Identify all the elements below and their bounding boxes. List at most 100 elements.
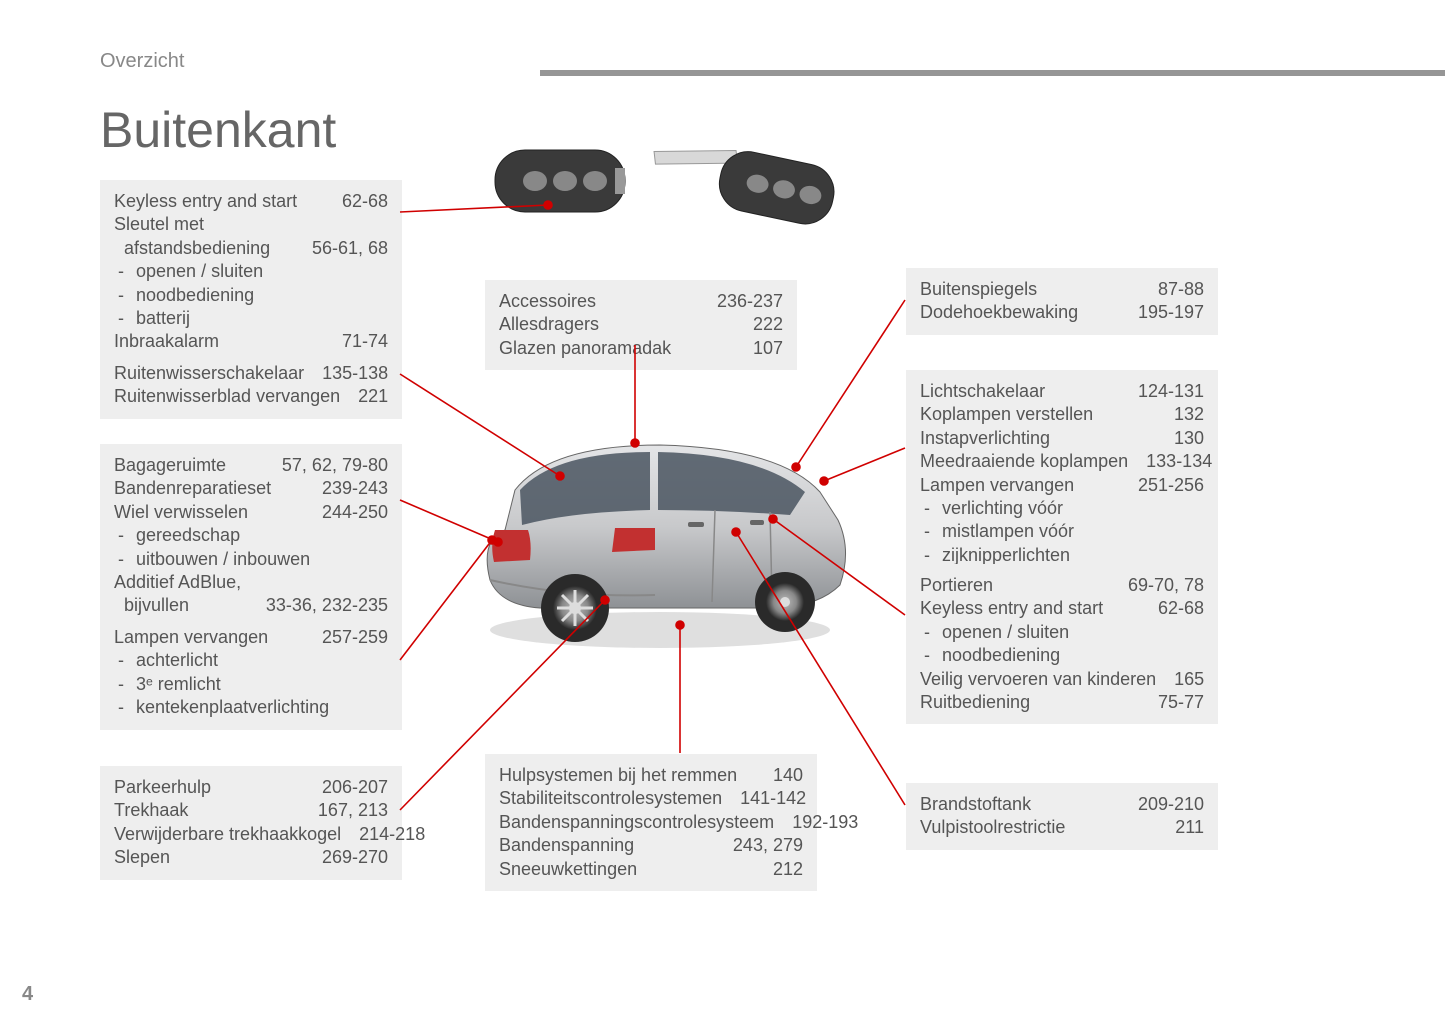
index-row: Ruitenwisserblad vervangen221: [114, 385, 388, 408]
index-label: Ruitenwisserblad vervangen: [114, 385, 340, 408]
index-row: Portieren69-70, 78: [920, 574, 1204, 597]
index-label: Verwijderbare trekhaakkogel: [114, 823, 341, 846]
index-row: Keyless entry and start62-68: [114, 190, 388, 213]
index-row: Veilig vervoeren van kinderen165: [920, 668, 1204, 691]
index-pages: [370, 571, 388, 594]
index-pages: 243, 279: [715, 834, 803, 857]
index-subitem: batterij: [114, 307, 388, 330]
index-label: Bandenspanningscontrolesysteem: [499, 811, 774, 834]
index-row: Additief AdBlue,: [114, 571, 388, 594]
index-subitem: achterlicht: [114, 649, 388, 672]
index-pages: 257-259: [304, 626, 388, 649]
index-row: Glazen panoramadak107: [499, 337, 783, 360]
index-subitem: 3ᵉ remlicht: [114, 673, 388, 696]
index-label: Additief AdBlue,: [114, 571, 370, 594]
index-row: Dodehoekbewaking195-197: [920, 301, 1204, 324]
index-label: Sleutel met: [114, 213, 370, 236]
index-row: Wiel verwisselen244-250: [114, 501, 388, 524]
index-label: Lichtschakelaar: [920, 380, 1120, 403]
index-subitem: gereedschap: [114, 524, 388, 547]
box-doors: Portieren69-70, 78Keyless entry and star…: [906, 564, 1218, 724]
index-pages: 212: [755, 858, 803, 881]
index-subitem: noodbediening: [920, 644, 1204, 667]
index-pages: 62-68: [324, 190, 388, 213]
index-subitem: mistlampen vóór: [920, 520, 1204, 543]
index-pages: 222: [735, 313, 783, 336]
index-pages: 62-68: [1140, 597, 1204, 620]
index-pages: 135-138: [304, 362, 388, 385]
index-pages: 269-270: [304, 846, 388, 869]
box-rear-lamps: Lampen vervangen257-259achterlicht3ᵉ rem…: [100, 616, 402, 730]
index-pages: 107: [735, 337, 783, 360]
index-subitem: verlichting vóór: [920, 497, 1204, 520]
page-number: 4: [22, 983, 33, 1006]
index-label: Sneeuwkettingen: [499, 858, 755, 881]
index-label: Slepen: [114, 846, 304, 869]
box-keys: Keyless entry and start62-68Sleutel met …: [100, 180, 402, 364]
index-row: Sneeuwkettingen212: [499, 858, 803, 881]
index-subitem: uitbouwen / inbouwen: [114, 548, 388, 571]
key-fob-illustration: [485, 120, 845, 240]
box-parking: Parkeerhulp206-207Trekhaak167, 213Verwij…: [100, 766, 402, 880]
index-label: Allesdragers: [499, 313, 735, 336]
index-row: Keyless entry and start62-68: [920, 597, 1204, 620]
index-pages: 57, 62, 79-80: [264, 454, 388, 477]
index-label: Inbraakalarm: [114, 330, 324, 353]
index-row: Lampen vervangen257-259: [114, 626, 388, 649]
index-row: Accessoires236-237: [499, 290, 783, 313]
index-pages: 140: [755, 764, 803, 787]
index-pages: 206-207: [304, 776, 388, 799]
index-subitem: kentekenplaatverlichting: [114, 696, 388, 719]
index-row: Sleutel met: [114, 213, 388, 236]
index-label: Meedraaiende koplampen: [920, 450, 1128, 473]
index-pages: 192-193: [774, 811, 858, 834]
index-label: Stabiliteitscontrolesystemen: [499, 787, 722, 810]
index-label: Ruitenwisserschakelaar: [114, 362, 304, 385]
index-row: Inbraakalarm71-74: [114, 330, 388, 353]
index-row: bijvullen33-36, 232-235: [114, 594, 388, 617]
index-label: Keyless entry and start: [920, 597, 1140, 620]
index-pages: 141-142: [722, 787, 806, 810]
index-row: Ruitenwisserschakelaar135-138: [114, 362, 388, 385]
index-label: Instapverlichting: [920, 427, 1156, 450]
box-luggage: Bagageruimte57, 62, 79-80Bandenreparatie…: [100, 444, 402, 628]
index-label: Accessoires: [499, 290, 699, 313]
section-label: Overzicht: [100, 50, 1350, 73]
index-pages: 87-88: [1140, 278, 1204, 301]
index-row: Parkeerhulp206-207: [114, 776, 388, 799]
index-label: Bagageruimte: [114, 454, 264, 477]
index-label: Wiel verwisselen: [114, 501, 304, 524]
index-row: Bandenspanningscontrolesysteem192-193: [499, 811, 803, 834]
index-row: Brandstoftank209-210: [920, 793, 1204, 816]
index-label: Glazen panoramadak: [499, 337, 735, 360]
index-row: Bagageruimte57, 62, 79-80: [114, 454, 388, 477]
index-label: Keyless entry and start: [114, 190, 324, 213]
index-label: Koplampen verstellen: [920, 403, 1156, 426]
index-row: Trekhaak167, 213: [114, 799, 388, 822]
index-row: Lampen vervangen251-256: [920, 474, 1204, 497]
box-mirrors: Buitenspiegels87-88Dodehoekbewaking195-1…: [906, 268, 1218, 335]
index-pages: 214-218: [341, 823, 425, 846]
box-wipers: Ruitenwisserschakelaar135-138Ruitenwisse…: [100, 352, 402, 419]
index-row: Ruitbediening75-77: [920, 691, 1204, 714]
box-braking: Hulpsystemen bij het remmen140Stabilitei…: [485, 754, 817, 891]
index-pages: 251-256: [1120, 474, 1204, 497]
index-pages: 244-250: [304, 501, 388, 524]
index-pages: [370, 213, 388, 236]
index-row: Stabiliteitscontrolesystemen141-142: [499, 787, 803, 810]
index-pages: 167, 213: [300, 799, 388, 822]
index-row: Bandenreparatieset239-243: [114, 477, 388, 500]
index-label: Buitenspiegels: [920, 278, 1140, 301]
index-pages: 239-243: [304, 477, 388, 500]
index-label: Brandstoftank: [920, 793, 1120, 816]
index-pages: 133-134: [1128, 450, 1212, 473]
index-row: Lichtschakelaar124-131: [920, 380, 1204, 403]
index-pages: 221: [340, 385, 388, 408]
index-subitem: openen / sluiten: [920, 621, 1204, 644]
index-subitem: noodbediening: [114, 284, 388, 307]
index-pages: 56-61, 68: [294, 237, 388, 260]
box-fuel: Brandstoftank209-210Vulpistoolrestrictie…: [906, 783, 1218, 850]
index-label: Trekhaak: [114, 799, 300, 822]
index-row: Bandenspanning243, 279: [499, 834, 803, 857]
index-label: bijvullen: [114, 594, 248, 617]
